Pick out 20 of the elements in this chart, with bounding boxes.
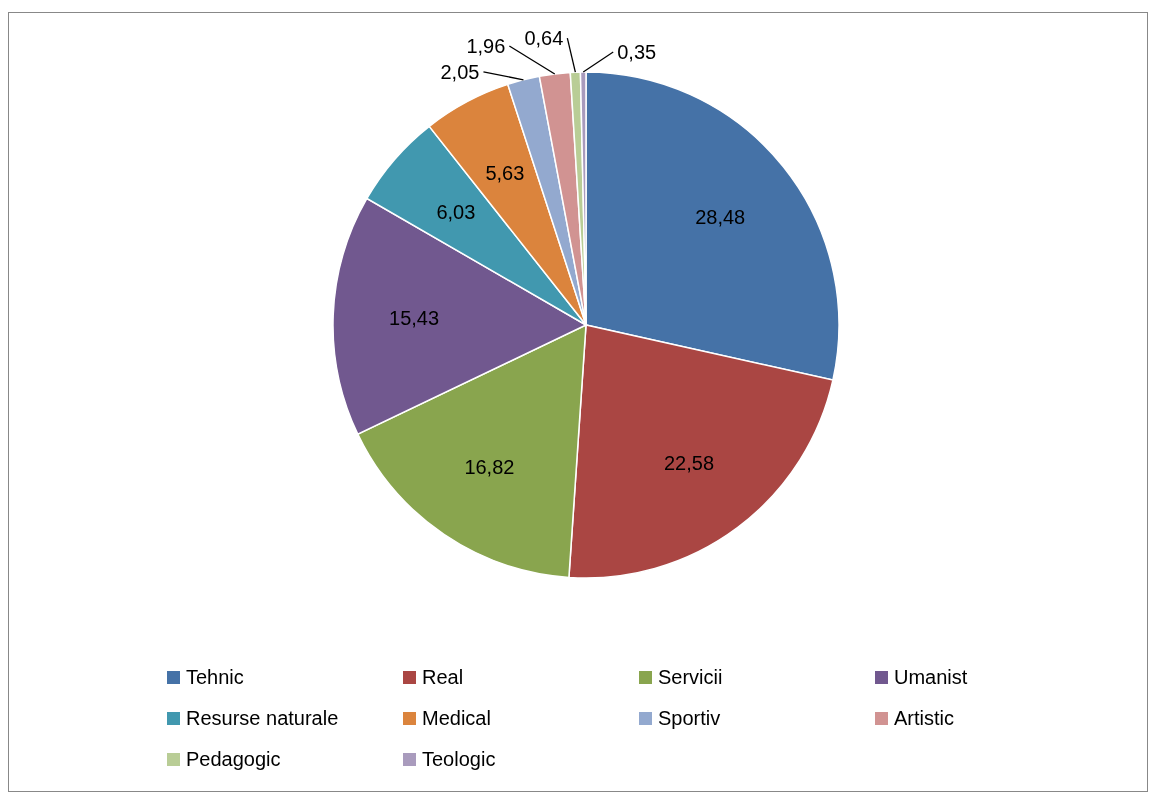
- data-label: 16,82: [464, 456, 515, 479]
- legend-label: Resurse naturale: [186, 707, 339, 730]
- data-label: 0,64: [524, 27, 564, 50]
- data-label: 15,43: [389, 307, 440, 330]
- legend-label: Artistic: [894, 707, 954, 730]
- legend-label: Medical: [422, 707, 491, 730]
- data-label: 6,03: [436, 201, 476, 224]
- legend-label: Teologic: [422, 748, 496, 771]
- data-label: 2,05: [440, 60, 480, 83]
- legend-label: Tehnic: [186, 666, 244, 689]
- legend-label: Pedagogic: [186, 748, 281, 771]
- data-label: 5,63: [485, 162, 525, 185]
- legend-label: Umanist: [894, 666, 968, 689]
- data-label: 22,58: [663, 451, 715, 474]
- data-label: 1,96: [466, 34, 506, 57]
- data-label: 0,35: [617, 41, 657, 64]
- legend-label: Servicii: [658, 666, 723, 689]
- legend-label: Sportiv: [658, 707, 721, 730]
- data-label: 28,48: [695, 206, 746, 229]
- legend-label: Real: [422, 666, 464, 689]
